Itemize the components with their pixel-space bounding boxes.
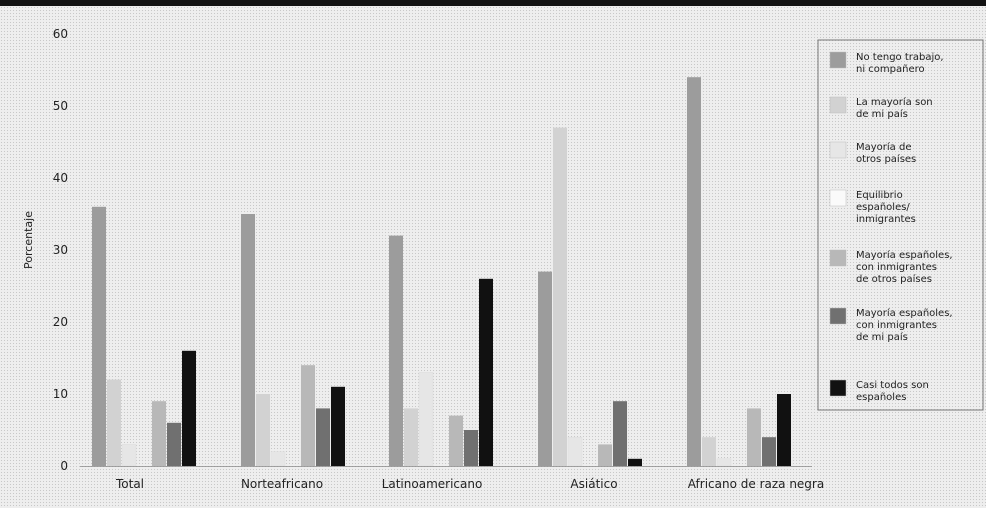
x-axis-categories: Total Norteafricano Latinoamericano Asiátic… [115,477,824,491]
y-tick-label: 60 [53,27,68,41]
bar [598,444,612,466]
bar [687,77,701,466]
legend-label: Mayoría de otros países [856,141,916,165]
bar [628,458,642,466]
bar [92,206,106,467]
legend-label-line: españoles [856,392,906,403]
bar [762,437,776,466]
y-axis: 0 10 20 30 40 50 60 [53,27,68,473]
x-category-label: Asiático [570,477,617,491]
legend-label-line: de otros países [856,273,932,285]
legend-label: Casi todos son españoles [856,380,929,403]
bar [613,401,627,466]
legend-label-line: con inmigrantes [856,320,937,331]
legend-swatch [829,51,847,69]
bar [479,278,493,466]
bar [553,127,567,466]
y-tick-label: 0 [60,459,68,473]
bar [404,408,418,466]
legend-label: Mayoría españoles, con inmigrantes de otro… [856,249,953,285]
legend-label: No tengo trabajo, ni compañero [856,52,944,75]
bar [538,271,552,466]
legend-swatch [829,189,847,207]
legend-swatch [829,249,847,267]
bar [301,365,315,466]
legend-label: La mayoría son de mi país [856,96,933,120]
y-axis-label: Porcentaje [22,211,35,269]
bar [182,350,196,466]
bar [152,401,166,466]
bar [449,415,463,466]
bar [256,394,270,466]
bar [389,235,403,466]
legend-swatch [829,379,847,397]
bars [80,77,812,467]
legend-label-line: ni compañero [856,64,925,75]
bar [747,408,761,466]
bar [107,379,121,466]
legend-label-line: inmigrantes [856,214,916,225]
bar [702,437,716,466]
y-tick-label: 30 [53,243,68,257]
bar [418,372,434,467]
legend-label-line: de mi país [856,331,908,343]
legend-label-line: No tengo trabajo, [856,52,944,63]
y-tick-label: 10 [53,387,68,401]
bar [464,430,478,466]
y-tick-label: 50 [53,99,68,113]
x-category-label: Total [115,477,144,491]
x-category-label: Latinoamericano [382,477,483,491]
bar [241,214,255,466]
y-tick-label: 20 [53,315,68,329]
bar [316,408,330,466]
bar [567,436,583,467]
legend-label-line: Casi todos son [856,380,929,391]
legend-label-line: con inmigrantes [856,262,937,273]
legend-label-line: de mi país [856,108,908,120]
legend-label-line: otros países [856,153,916,165]
bar [777,394,791,466]
legend-label-line: Mayoría de [856,141,912,153]
x-category-label: Africano de raza negra [688,477,824,491]
bar [121,444,137,467]
legend-swatch [829,96,847,114]
legend-label-line: Equilibrio [856,190,903,201]
legend-swatch [829,141,847,159]
legend-box [817,39,984,411]
legend-label-line: Mayoría españoles, [856,307,953,319]
legend-label-line: españoles/ [856,202,910,213]
legend-label-line: La mayoría son [856,96,933,108]
bar [167,422,181,466]
bar [716,458,732,467]
x-category-label: Norteafricano [241,477,323,491]
top-border [0,0,986,6]
legend-swatch [829,307,847,325]
bar [331,386,345,466]
legend-label: Equilibrio españoles/inmigrantes [856,190,916,225]
legend-label-line: Mayoría españoles, [856,249,953,261]
bar [270,451,286,467]
legend: No tengo trabajo, ni compañero La mayoría … [817,39,984,411]
y-tick-label: 40 [53,171,68,185]
legend-label: Mayoría españoles, con inmigrantes de mi p… [856,307,953,343]
